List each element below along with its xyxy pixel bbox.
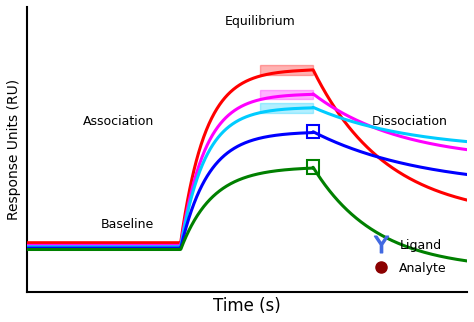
FancyBboxPatch shape — [260, 65, 313, 75]
Legend: Ligand, Analyte: Ligand, Analyte — [363, 233, 452, 279]
Bar — [307, 125, 319, 138]
Y-axis label: Response Units (RU): Response Units (RU) — [7, 79, 21, 220]
Text: Association: Association — [83, 115, 155, 128]
X-axis label: Time (s): Time (s) — [213, 297, 281, 315]
Text: Equilibrium: Equilibrium — [225, 15, 295, 28]
FancyBboxPatch shape — [260, 103, 313, 113]
Bar — [307, 160, 319, 174]
Text: Dissociation: Dissociation — [372, 115, 448, 128]
FancyBboxPatch shape — [260, 90, 313, 99]
Text: Baseline: Baseline — [101, 218, 155, 231]
